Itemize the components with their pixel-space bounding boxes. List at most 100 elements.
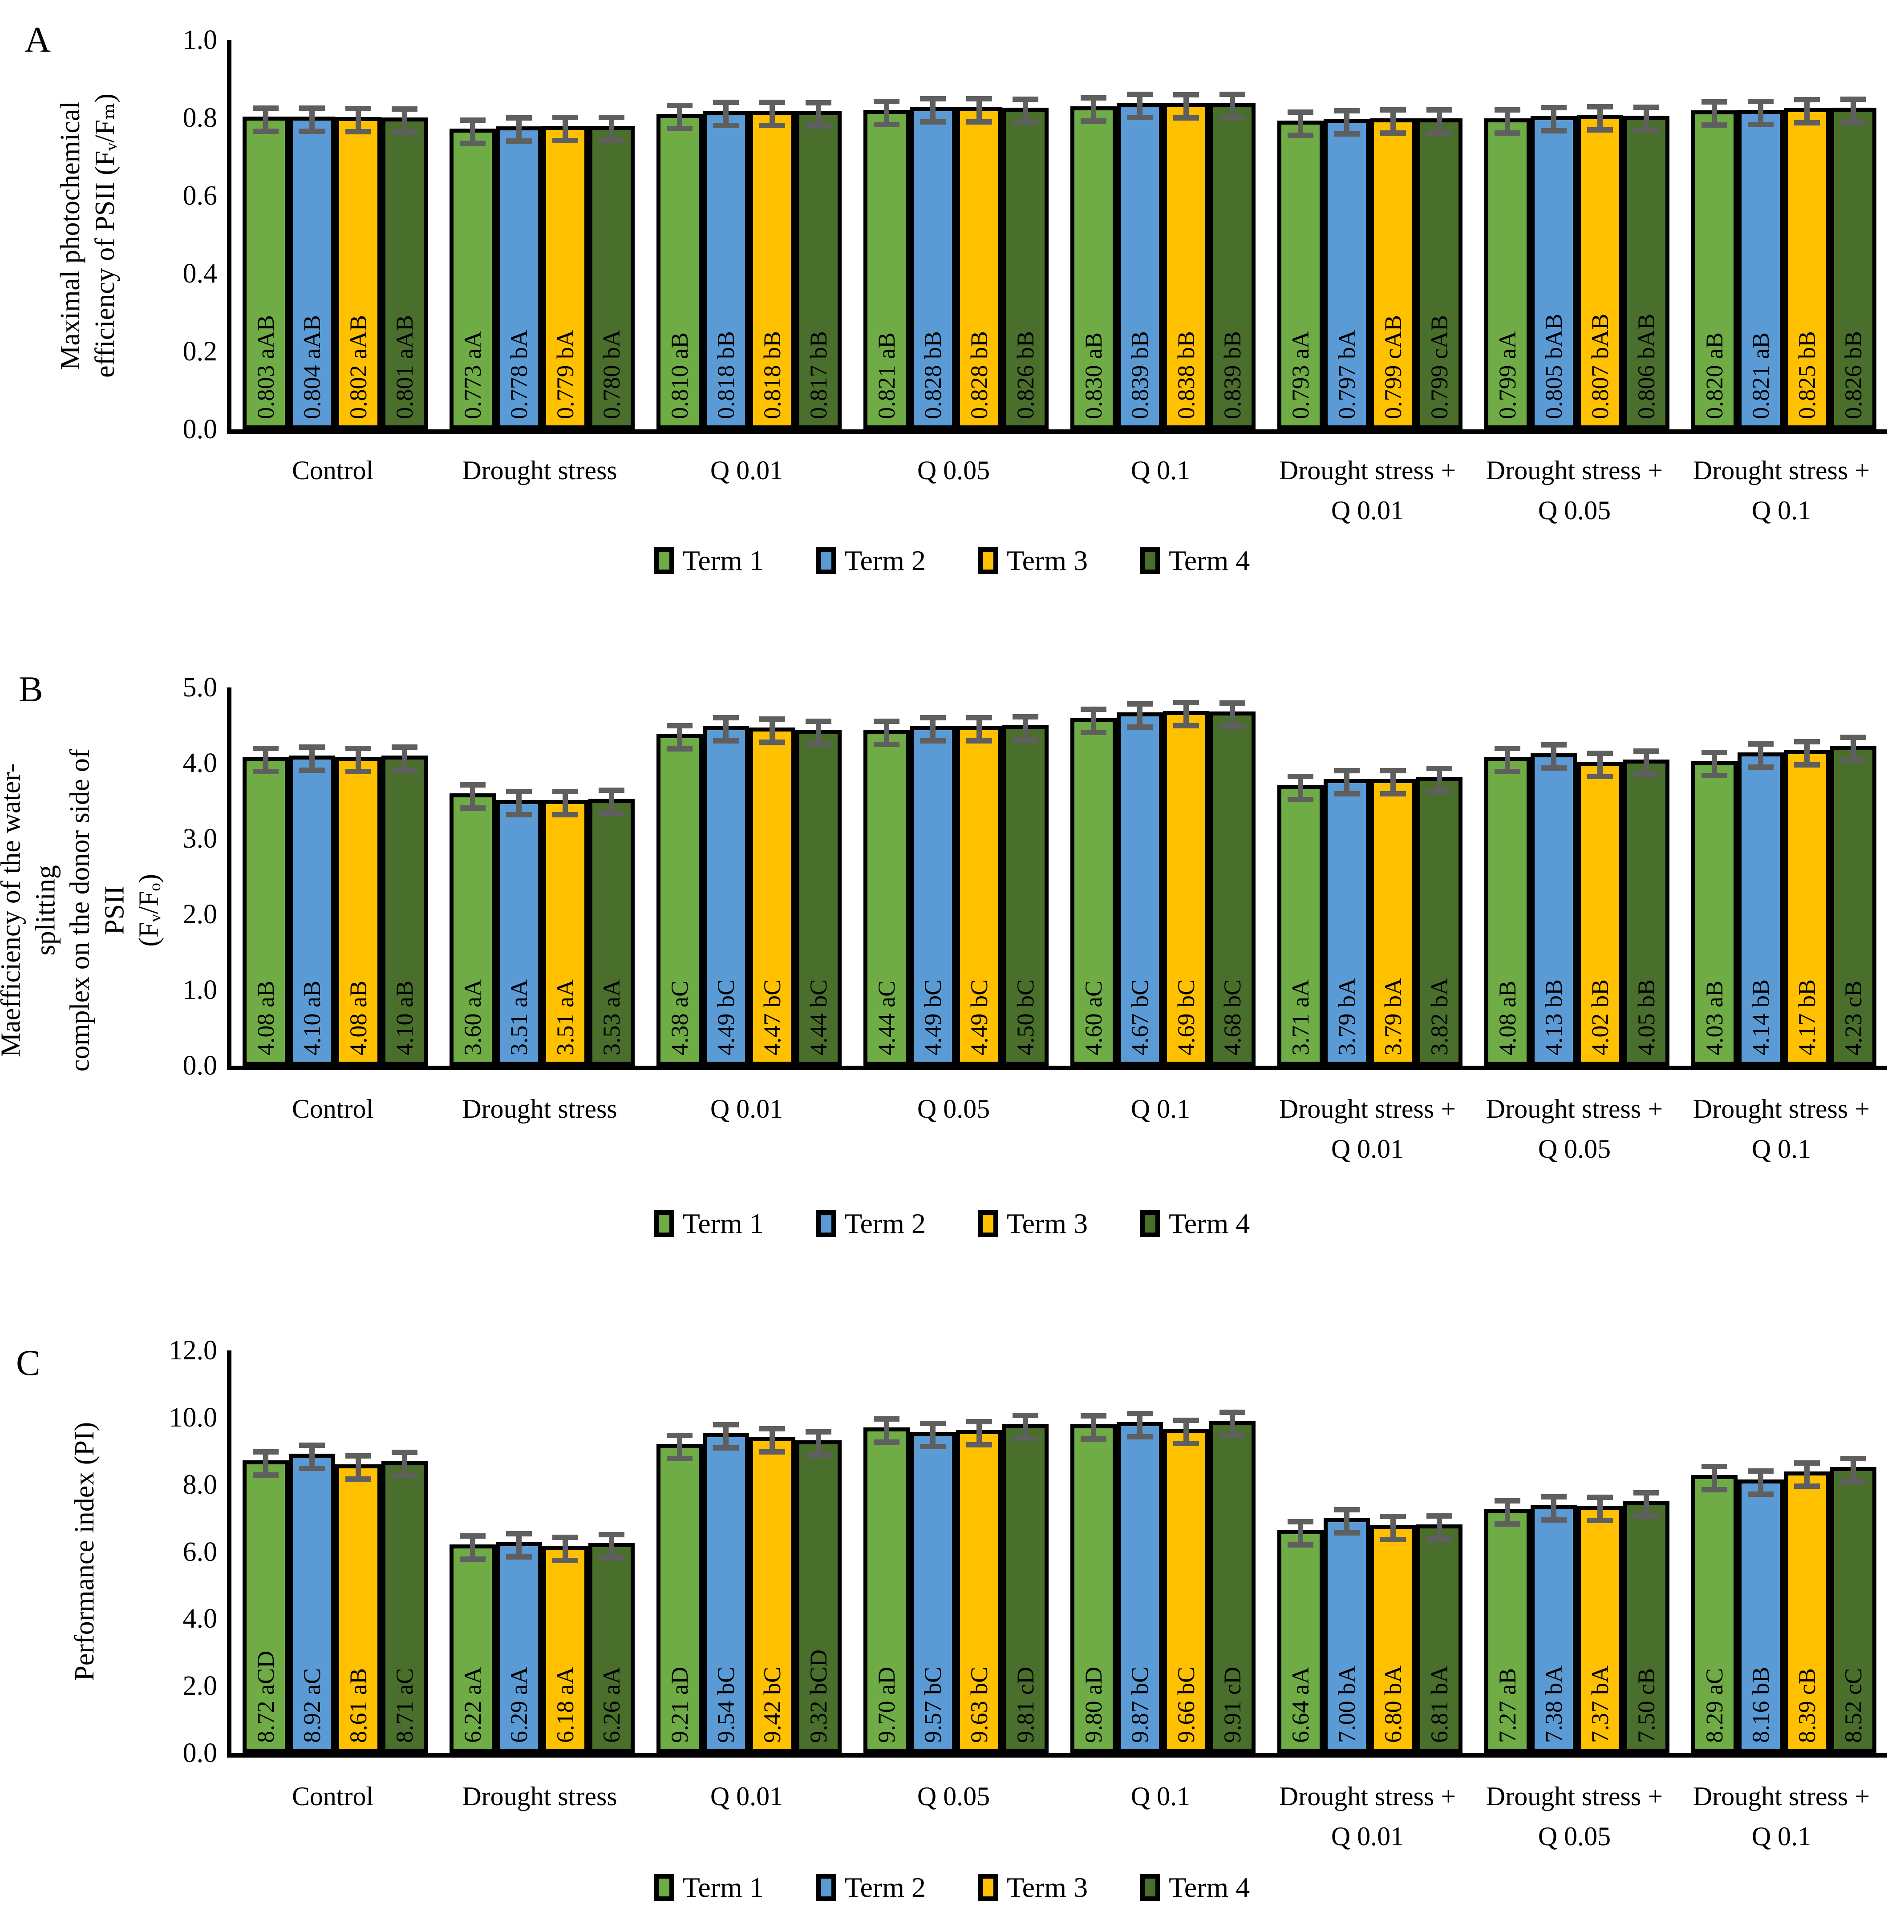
bar-groups: 4.08 aB 4.10 aB 4.08 aB 4.10 aB 3.60 aA 3.51 … bbox=[231, 687, 1887, 1066]
error-bar-cap bbox=[1540, 1494, 1567, 1500]
error-bar-cap bbox=[920, 96, 946, 101]
bar-value-label: 8.61 aB bbox=[344, 1668, 372, 1743]
error-bar bbox=[1840, 97, 1866, 125]
error-bar-cap bbox=[459, 1533, 486, 1539]
error-bar-cap bbox=[759, 716, 785, 722]
error-bar bbox=[666, 103, 693, 132]
error-bar bbox=[252, 105, 279, 134]
error-bar-cap bbox=[1633, 1490, 1659, 1496]
legend-label: Term 2 bbox=[844, 1208, 926, 1239]
bar-value-label: 0.773 aA bbox=[459, 331, 486, 419]
error-bar-cap bbox=[1380, 768, 1406, 773]
error-bar-cap bbox=[873, 98, 899, 104]
error-bar bbox=[1540, 1494, 1567, 1523]
bar-value-label: 7.50 cB bbox=[1633, 1668, 1660, 1743]
bar: 0.807 bAB bbox=[1576, 104, 1623, 429]
bar: 0.830 aB bbox=[1070, 95, 1117, 429]
error-bar bbox=[552, 789, 578, 818]
legend-item: Term 4 bbox=[1140, 546, 1250, 575]
bar: 9.57 bC bbox=[909, 1421, 956, 1753]
bar-group: 0.803 aAB 0.804 aAB 0.802 aAB 0.801 aAB bbox=[231, 40, 438, 429]
bar: 0.818 bB bbox=[749, 100, 795, 429]
category-label: Drought stress + Q 0.05 bbox=[1486, 1094, 1663, 1164]
error-bar-cap bbox=[1219, 723, 1245, 729]
error-bar-stem bbox=[309, 110, 315, 129]
error-bar-cap bbox=[1747, 1491, 1774, 1497]
category-label: Drought stress bbox=[462, 1782, 617, 1811]
bar: 0.839 bB bbox=[1116, 91, 1163, 429]
error-bar-cap bbox=[598, 137, 624, 143]
bar: 0.779 bA bbox=[542, 115, 588, 429]
legend-item: Term 4 bbox=[1140, 1209, 1250, 1238]
error-bar-cap bbox=[1012, 1436, 1038, 1442]
error-bar-cap bbox=[873, 1439, 899, 1445]
error-bar bbox=[1380, 1514, 1406, 1543]
category-label: Q 0.01 bbox=[710, 1094, 783, 1124]
error-bar-stem bbox=[1137, 707, 1142, 725]
bar-value-label: 4.03 aB bbox=[1701, 981, 1728, 1055]
bar: 4.69 bC bbox=[1163, 699, 1209, 1066]
error-bar-stem bbox=[516, 121, 522, 139]
error-bar bbox=[252, 746, 279, 775]
error-bar-cap bbox=[345, 1453, 371, 1459]
bar: 4.23 cB bbox=[1830, 734, 1876, 1066]
error-bar-stem bbox=[1090, 712, 1096, 730]
error-bar-cap bbox=[1126, 1434, 1153, 1439]
bar-value-label: 0.799 cAB bbox=[1379, 315, 1406, 419]
y-tick-label: 12.0 bbox=[169, 1335, 218, 1366]
bar-group: 0.820 aB 0.821 aB 0.825 bB 0.826 bB bbox=[1680, 40, 1887, 429]
legend-label: Term 1 bbox=[682, 1208, 764, 1239]
error-bar-stem bbox=[930, 1426, 936, 1444]
error-bar bbox=[873, 719, 899, 748]
error-bar-cap bbox=[506, 1531, 532, 1536]
error-bar-cap bbox=[1333, 791, 1360, 796]
error-bar-cap bbox=[1173, 699, 1199, 705]
error-bar-stem bbox=[1137, 97, 1142, 115]
error-bar bbox=[506, 789, 532, 818]
bar-value-label: 3.82 bA bbox=[1426, 978, 1453, 1055]
error-bar-cap bbox=[345, 769, 371, 775]
error-bar-cap bbox=[966, 1442, 992, 1447]
panel-C: C Performance index (PI) 0.0 2.0 4.0 6.0 8.0… bbox=[0, 1313, 1904, 1932]
error-bar-cap bbox=[1173, 92, 1199, 97]
error-bar bbox=[1219, 91, 1245, 120]
error-bar-cap bbox=[1494, 1498, 1520, 1504]
error-bar-cap bbox=[598, 1532, 624, 1537]
error-bar-cap bbox=[391, 106, 417, 112]
error-bar-cap bbox=[552, 789, 578, 795]
bar-value-label: 4.14 bB bbox=[1747, 979, 1774, 1055]
bar-group: 3.71 aA 3.79 bA 3.79 bA 3.82 bA bbox=[1266, 687, 1473, 1066]
plot-area: 0.0 0.2 0.4 0.6 0.8 1.0 0.803 aAB 0.804 aAB 0.8… bbox=[183, 26, 1887, 443]
bar-value-label: 4.13 bB bbox=[1540, 979, 1567, 1055]
error-bar bbox=[805, 100, 831, 129]
error-bar-stem bbox=[930, 101, 936, 119]
bar: 0.799 aA bbox=[1484, 107, 1531, 429]
error-bar-cap bbox=[1219, 700, 1245, 706]
error-bar-stem bbox=[470, 788, 475, 805]
error-bar-stem bbox=[1297, 1524, 1303, 1543]
error-bar-cap bbox=[1287, 109, 1313, 115]
bar: 3.51 aA bbox=[542, 789, 588, 1066]
error-bar-cap bbox=[1701, 1487, 1727, 1492]
panel-label: A bbox=[24, 19, 51, 60]
error-bar-cap bbox=[666, 126, 693, 132]
error-bar-cap bbox=[1287, 1519, 1313, 1525]
bar-value-label: 0.826 bB bbox=[1839, 331, 1867, 419]
error-bar-stem bbox=[1229, 1415, 1235, 1433]
error-bar-cap bbox=[1126, 91, 1153, 97]
bar: 0.817 bB bbox=[795, 100, 842, 429]
bar-value-label: 4.05 bB bbox=[1633, 979, 1660, 1055]
bar-value-label: 4.49 bC bbox=[965, 979, 993, 1055]
bar-group: 0.830 aB 0.839 bB 0.838 bB 0.839 bB bbox=[1059, 40, 1266, 429]
error-bar-stem bbox=[677, 108, 682, 126]
error-bar-cap bbox=[1747, 98, 1774, 104]
legend-item: Term 2 bbox=[816, 1209, 926, 1238]
error-bar bbox=[299, 105, 325, 134]
error-bar-cap bbox=[391, 744, 417, 750]
error-bar-cap bbox=[506, 812, 532, 818]
bar-value-label: 4.49 bC bbox=[919, 979, 946, 1055]
bar-value-label: 0.825 bB bbox=[1793, 331, 1820, 419]
error-bar-cap bbox=[1540, 128, 1567, 133]
legend-item: Term 3 bbox=[978, 546, 1088, 575]
error-bar-cap bbox=[920, 715, 946, 720]
